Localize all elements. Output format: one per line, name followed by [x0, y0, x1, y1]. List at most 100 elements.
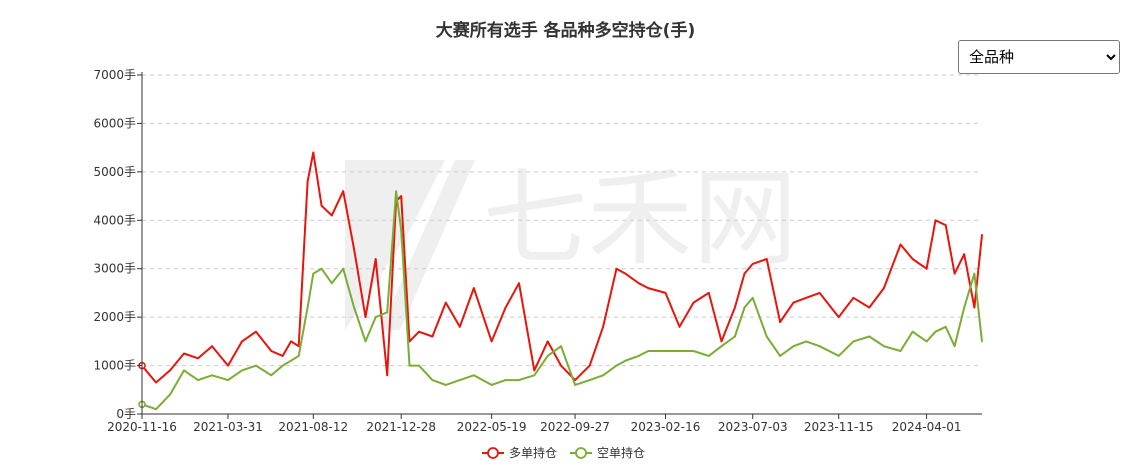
data-point: [925, 267, 928, 270]
data-point: [720, 340, 723, 343]
y-tick-label: 2000手: [93, 310, 136, 324]
data-point: [734, 335, 736, 338]
data-point: [320, 267, 323, 270]
data-point: [533, 374, 536, 377]
data-point: [837, 354, 840, 357]
data-point: [444, 301, 447, 304]
data-point: [664, 350, 667, 352]
data-point: [312, 151, 315, 154]
data-point: [615, 267, 618, 270]
data-point: [444, 384, 447, 386]
data-point: [792, 301, 795, 304]
data-point: [751, 296, 754, 299]
chart-title: 大赛所有选手 各品种多空持仓(手): [435, 21, 696, 41]
data-point: [353, 248, 355, 251]
data-point: [400, 195, 403, 197]
data-point: [624, 272, 627, 275]
data-point: [330, 282, 333, 285]
x-tick-label: 2023-11-15: [804, 420, 874, 434]
data-point: [290, 359, 292, 362]
data-point: [490, 340, 493, 343]
data-point: [472, 374, 475, 377]
data-point: [533, 369, 536, 372]
data-point: [431, 335, 434, 338]
x-tick-label: 2023-02-16: [631, 420, 701, 434]
data-point: [911, 330, 914, 333]
data-point: [944, 224, 947, 227]
data-point: [342, 267, 345, 270]
data-point: [973, 306, 976, 309]
data-point: [330, 214, 333, 217]
data-point: [602, 325, 604, 328]
data-point: [395, 190, 398, 193]
data-point: [183, 369, 185, 372]
data-point: [211, 345, 213, 348]
data-point: [852, 340, 855, 343]
data-point: [472, 287, 475, 289]
data-point: [364, 340, 367, 343]
data-point: [312, 272, 315, 275]
data-point: [647, 287, 650, 289]
x-tick-label: 2024-04-01: [892, 420, 962, 434]
data-point: [934, 219, 937, 222]
data-point: [281, 354, 284, 357]
data-point: [504, 379, 507, 381]
data-point: [588, 379, 591, 381]
data-point: [779, 354, 782, 357]
data-point: [155, 381, 157, 384]
data-point: [574, 379, 576, 381]
data-point: [281, 364, 284, 367]
legend-label: 多单持仓: [509, 445, 557, 460]
data-point: [353, 306, 355, 309]
data-point: [227, 379, 229, 381]
data-point: [647, 350, 650, 352]
data-point: [211, 374, 213, 377]
data-point: [518, 379, 520, 381]
data-point: [602, 374, 604, 377]
data-point: [546, 354, 549, 357]
data-point: [374, 258, 377, 260]
grid-lines: [142, 74, 982, 367]
data-point: [883, 345, 885, 348]
data-point: [707, 292, 710, 294]
data-point: [342, 190, 345, 193]
data-point: [306, 306, 309, 309]
data-point: [868, 335, 871, 338]
data-point: [953, 272, 956, 275]
data-point: [386, 374, 389, 377]
data-point: [255, 364, 257, 367]
data-point: [546, 340, 549, 343]
data-point: [792, 345, 795, 348]
data-point: [504, 306, 507, 309]
data-point: [678, 350, 681, 352]
data-point: [560, 345, 562, 348]
data-point: [490, 384, 493, 386]
data-point: [155, 408, 157, 411]
x-tick-label: 2021-03-31: [193, 420, 263, 434]
data-point: [560, 364, 562, 367]
legend-marker-icon: [487, 447, 499, 459]
series-layer: [138, 151, 983, 411]
data-point: [899, 350, 902, 352]
data-point: [241, 369, 243, 372]
legend-label: 空单持仓: [597, 445, 645, 460]
data-point: [707, 354, 710, 357]
data-point: [270, 350, 273, 352]
data-point: [973, 272, 976, 275]
x-tick-label: 2020-11-16: [107, 420, 177, 434]
data-point: [169, 393, 171, 396]
data-point: [518, 282, 520, 285]
data-point: [751, 262, 754, 265]
data-point: [963, 306, 966, 309]
data-point: [227, 364, 229, 367]
watermark: 七禾网: [345, 158, 798, 330]
data-point: [270, 374, 273, 377]
data-point: [320, 204, 323, 207]
x-tick-label: 2023-07-03: [718, 420, 788, 434]
data-point: [743, 306, 746, 309]
data-point: [779, 321, 782, 323]
data-point: [963, 253, 966, 256]
data-point: [883, 287, 885, 289]
variety-select[interactable]: 全品种: [958, 40, 1120, 74]
